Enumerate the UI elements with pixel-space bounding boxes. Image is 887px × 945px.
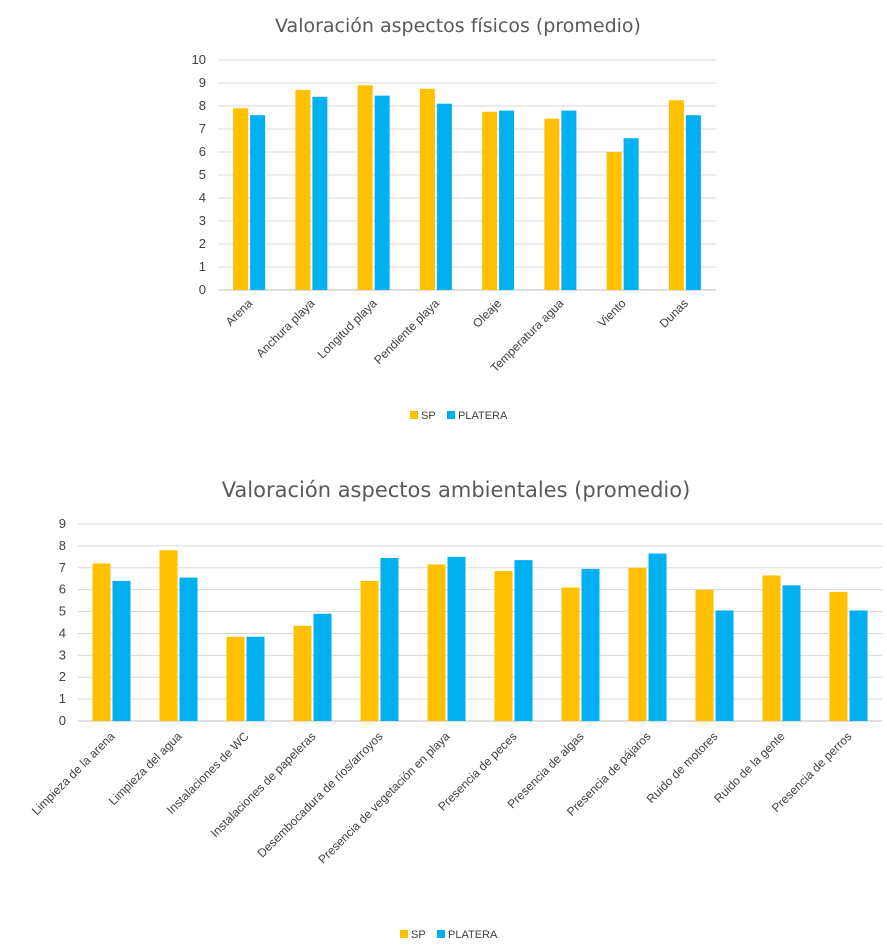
legend-label-platera: PLATERA [458, 410, 508, 422]
chart-title: Valoración aspectos ambientales (promedi… [222, 478, 691, 502]
x-category-label: Arena [223, 296, 256, 329]
chart-0: Valoración aspectos físicos (promedio) 0 1… [192, 15, 716, 422]
y-tick-label: 5 [199, 167, 206, 182]
bar-platera-5 [561, 110, 577, 290]
chart-1: Valoración aspectos ambientales (promedi… [29, 478, 882, 941]
bar-platera-1 [312, 96, 328, 290]
bar-platera-5 [447, 556, 466, 721]
y-tick-label: 6 [59, 582, 66, 597]
bar-platera-4 [499, 110, 515, 290]
bar-sp-11 [829, 591, 848, 721]
bar-platera-1 [179, 577, 198, 721]
bar-sp-7 [668, 100, 684, 290]
bar-platera-2 [246, 636, 265, 721]
legend-label-sp: SP [411, 929, 426, 941]
bar-platera-9 [715, 610, 734, 721]
bar-platera-4 [380, 557, 399, 721]
y-tick-label: 2 [199, 236, 206, 251]
bar-sp-7 [561, 587, 580, 721]
bar-sp-6 [494, 571, 513, 721]
legend-label-platera: PLATERA [448, 929, 498, 941]
bar-sp-3 [293, 625, 312, 721]
y-tick-label: 8 [199, 98, 206, 113]
bar-sp-4 [482, 111, 498, 290]
x-category-label: Limpieza del agua [106, 729, 185, 808]
x-category-label: Presencia de vegetación en playa [315, 729, 452, 866]
x-category-label: Limpieza de la arena [29, 729, 118, 818]
bar-sp-3 [419, 88, 435, 290]
legend-label-sp: SP [421, 410, 436, 422]
x-category-label: Ruido de motores [644, 729, 721, 806]
bar-platera-7 [685, 115, 701, 290]
y-tick-label: 1 [199, 259, 206, 274]
y-tick-label: 2 [59, 669, 66, 684]
bar-platera-3 [436, 103, 452, 290]
bar-sp-0 [233, 108, 249, 290]
y-tick-label: 6 [199, 144, 206, 159]
y-tick-label: 9 [199, 75, 206, 90]
bar-sp-2 [226, 636, 245, 721]
bar-platera-11 [849, 610, 868, 721]
legend-swatch-platera [437, 930, 445, 938]
y-tick-label: 4 [199, 190, 206, 205]
y-tick-label: 0 [199, 282, 206, 297]
bar-sp-5 [544, 118, 560, 291]
bar-platera-0 [112, 580, 131, 721]
bar-platera-3 [313, 613, 332, 721]
bar-sp-6 [606, 152, 622, 290]
y-tick-label: 8 [59, 538, 66, 553]
x-category-label: Dunas [657, 296, 691, 330]
x-category-label: Viento [595, 296, 629, 330]
x-category-label: Desembocadura de ríos/arroyos [255, 729, 386, 860]
bar-platera-7 [581, 568, 600, 721]
legend-swatch-sp [410, 411, 418, 419]
y-tick-label: 9 [59, 516, 66, 531]
y-tick-label: 3 [59, 647, 66, 662]
bar-sp-9 [695, 589, 714, 721]
bar-sp-4 [360, 580, 379, 721]
bar-sp-8 [628, 567, 647, 721]
y-tick-label: 0 [59, 713, 66, 728]
y-tick-label: 5 [59, 604, 66, 619]
y-tick-label: 10 [192, 52, 206, 67]
bar-sp-2 [357, 85, 373, 290]
legend-swatch-sp [400, 930, 408, 938]
y-tick-label: 7 [199, 121, 206, 136]
bar-platera-2 [374, 95, 390, 291]
x-category-label: Ruido de la gente [711, 729, 788, 806]
bar-sp-1 [159, 550, 178, 721]
y-tick-label: 3 [199, 213, 206, 228]
x-category-label: Longitud playa [315, 296, 380, 361]
bar-platera-0 [250, 115, 266, 290]
bar-platera-10 [782, 585, 801, 721]
bar-sp-5 [427, 564, 446, 721]
x-category-label: Oleaje [470, 296, 505, 331]
y-tick-label: 4 [59, 625, 66, 640]
bar-sp-0 [92, 563, 111, 721]
legend-swatch-platera [447, 411, 455, 419]
y-tick-label: 1 [59, 691, 66, 706]
bar-platera-6 [514, 560, 533, 721]
x-category-label: Anchura playa [253, 296, 317, 360]
bar-platera-8 [648, 553, 667, 721]
bar-sp-1 [295, 89, 311, 291]
bar-sp-10 [762, 575, 781, 721]
chart-title: Valoración aspectos físicos (promedio) [275, 15, 641, 37]
bar-platera-6 [623, 138, 639, 290]
y-tick-label: 7 [59, 560, 66, 575]
x-category-label: Pendiente playa [371, 296, 442, 367]
